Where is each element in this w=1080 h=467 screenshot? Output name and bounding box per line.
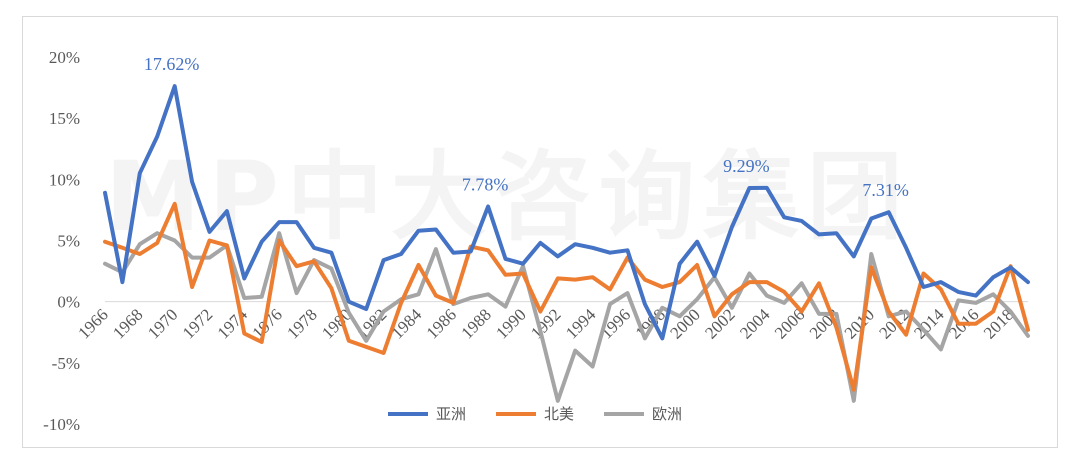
x-tick-label-1972: 1972 [179,305,216,342]
x-tick-label-1986: 1986 [423,305,460,342]
series-line-亚洲 [103,84,1030,341]
y-tick-label-5-: 5% [57,232,80,251]
data-label-7-31-: 7.31% [862,180,909,200]
data-label-7-78-: 7.78% [462,174,509,194]
x-tick-label-1968: 1968 [109,305,146,342]
y-tick-label--10-: -10% [43,415,80,434]
y-tick-label-20-: 20% [49,48,80,67]
legend-label-欧洲: 欧洲 [652,405,682,423]
x-tick-label-2004: 2004 [736,305,774,343]
y-tick-label-15-: 15% [49,109,80,128]
x-tick-label-1978: 1978 [283,305,320,342]
x-tick-label-1994: 1994 [562,305,600,343]
y-tick-label-0-: 0% [57,293,80,312]
x-tick-label-1992: 1992 [527,305,564,342]
data-label-17-62-: 17.62% [144,54,200,74]
y-axis: 20% 15% 10% 5% 0% -5% -10% [43,48,80,434]
series-group [103,84,1030,403]
annotations: 17.62% 7.78% 9.29% 7.31% [144,54,909,200]
legend-label-北美: 北美 [544,405,574,423]
data-label-9-29-: 9.29% [723,156,770,176]
x-tick-label-1990: 1990 [492,305,529,342]
legend: 亚洲 北美 欧洲 [388,405,682,423]
x-tick-label-1988: 1988 [457,305,494,342]
series-line-欧洲 [103,231,1030,403]
chart-frame [22,16,1058,448]
y-tick-label--5-: -5% [52,354,80,373]
x-tick-label-1974: 1974 [214,305,252,343]
series-line-北美 [103,201,1030,392]
x-tick-label-1970: 1970 [144,305,181,342]
y-tick-label-10-: 10% [49,170,80,189]
legend-label-亚洲: 亚洲 [436,405,466,423]
watermark-text: MP中大咨询集团 [105,141,911,253]
